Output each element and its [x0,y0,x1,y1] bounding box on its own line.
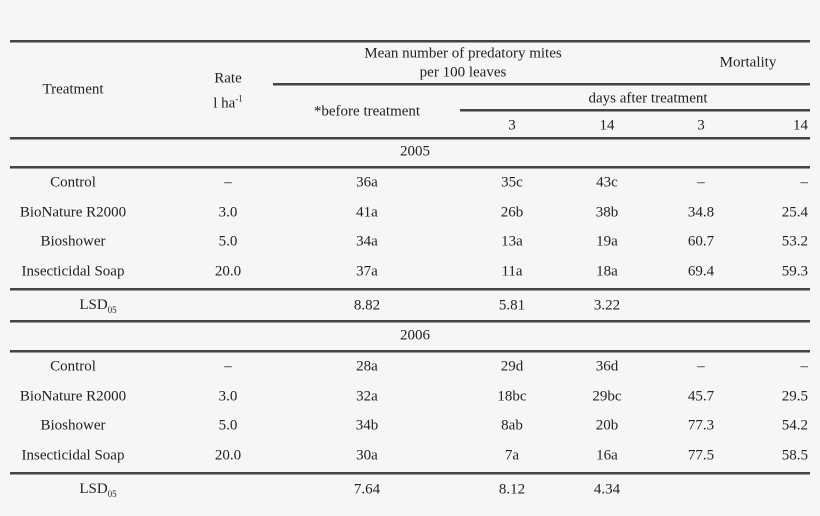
header-d14: 14 [599,117,615,134]
lsd-d3: 5.81 [498,297,526,314]
table-cell: 7a [504,447,520,463]
table-cell: 77.3 [687,417,715,434]
lsd-label: LSD05 [79,297,116,315]
year-label: 2006 [400,327,430,344]
header-m14: 14 [793,117,808,134]
rule-lsd [10,288,810,291]
lsd-text: LSD [79,481,108,497]
table-cell: 18a [596,263,618,279]
row-treatment: BioNature R2000 [19,388,127,404]
lsd-text: LSD [79,297,108,313]
rate-unit: l ha [213,95,236,112]
table-cell: 53.2 [781,233,808,250]
table-cell: – [697,174,705,191]
table-cell: – [697,358,705,375]
table-cell: 36a [356,174,378,191]
table-cell: 45.7 [687,388,715,404]
table-cell: – [800,358,809,375]
table-cell: 19a [596,233,618,250]
header-rate: Rate [214,70,242,87]
header-d3: 3 [508,117,516,134]
rate-unit-exp: -1 [235,93,243,104]
header-rate-unit: l ha-1 [213,94,243,113]
table-cell: 29.5 [781,388,808,404]
table-cell: 30a [356,447,378,463]
table-cell: 8ab [501,417,523,434]
table-cell: 16a [596,447,618,463]
lsd-subscript: 05 [107,489,117,499]
lsd-d3: 8.12 [498,481,526,498]
table-cell: 54.2 [781,417,808,434]
table-cell: 18bc [497,388,527,404]
rule-mean [273,83,810,86]
row-treatment: Insecticidal Soap [21,447,125,463]
rule-year [10,350,810,353]
table-cell: 29d [500,358,524,375]
table-cell: 36d [595,358,619,375]
table-cell: 38b [595,204,619,220]
table-cell: – [800,174,809,191]
header-before: *before treatment [313,103,421,120]
table-cell: 34b [355,417,379,434]
lsd-d14: 3.22 [593,297,621,314]
table-cell: 11a [501,263,523,279]
rule-lsd-bottom [10,320,810,323]
row-treatment: Control [50,174,96,191]
rule-top [10,40,810,43]
table-cell: 59.3 [781,263,808,279]
rule-days [460,109,810,112]
header-treatment: Treatment [42,81,104,98]
table-cell: 28a [356,358,378,375]
table-cell: 77.5 [687,447,715,463]
row-treatment: Insecticidal Soap [21,263,125,279]
lsd-subscript: 05 [107,305,117,315]
table-cell: 43c [596,174,618,191]
header-mean-line1: Mean number of predatory mites [364,45,562,62]
table-cell: 20.0 [214,447,242,463]
table-cell: 3.0 [218,204,238,220]
table-cell: – [224,174,232,191]
table-cell: 58.5 [781,447,808,463]
table-cell: 25.4 [781,204,808,220]
rule-lsd [10,472,810,475]
table-cell: 3.0 [218,388,238,404]
table-cell: – [224,358,232,375]
row-treatment: Bioshower [40,417,106,434]
table-cell: 13a [501,233,523,250]
table-cell: 26b [500,204,524,220]
lsd-before: 8.82 [353,297,381,314]
rule-year [10,166,810,169]
table-cell: 20b [595,417,619,434]
table-cell: 69.4 [687,263,715,279]
lsd-d14: 4.34 [593,481,621,498]
rule-header-bottom [10,137,810,140]
table-cell: 32a [356,388,378,404]
header-mortality: Mortality [719,54,777,71]
table-cell: 35c [501,174,523,191]
table-cell: 60.7 [687,233,715,250]
header-m3: 3 [697,117,705,134]
table-cell: 20.0 [214,263,242,279]
table-cell: 34.8 [687,204,715,220]
row-treatment: Control [50,358,96,375]
table-cell: 34a [356,233,378,250]
table-cell: 37a [356,263,378,279]
row-treatment: Bioshower [40,233,106,250]
row-treatment: BioNature R2000 [19,204,127,220]
year-label: 2005 [400,143,430,160]
lsd-label: LSD05 [79,481,116,499]
header-days-after: days after treatment [588,90,708,107]
table-cell: 5.0 [218,233,238,250]
table-cell: 29bc [592,388,622,404]
table-cell: 5.0 [218,417,238,434]
table-cell: 41a [356,204,378,220]
lsd-before: 7.64 [353,481,381,498]
header-mean-line2: per 100 leaves [419,64,507,81]
